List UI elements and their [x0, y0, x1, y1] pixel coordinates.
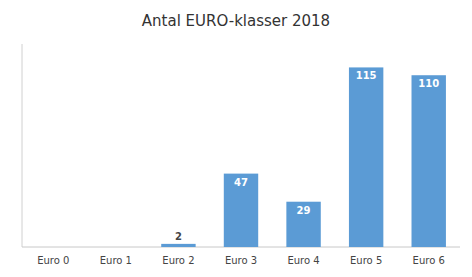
bar	[99, 247, 133, 248]
chart-container: Antal EURO-klasser 2018 2 47 29 115 110 Euro 0…	[0, 0, 472, 277]
x-tick-label: Euro 6	[413, 255, 445, 266]
chart-svg: Antal EURO-klasser 2018 2 47 29 115 110 Euro 0…	[0, 0, 472, 277]
bar	[349, 67, 383, 247]
bar	[412, 75, 446, 247]
data-label: 29	[297, 205, 311, 216]
x-tick-label: Euro 1	[100, 255, 132, 266]
bars	[161, 67, 446, 247]
bar	[286, 202, 320, 247]
x-tick-labels: Euro 0 Euro 1 Euro 2 Euro 3 Euro 4 Euro 5 Euro…	[37, 255, 445, 266]
x-tick-label: Euro 5	[350, 255, 382, 266]
data-label: 2	[175, 231, 182, 242]
bar	[36, 247, 70, 248]
x-tick-label: Euro 0	[37, 255, 69, 266]
y-axis-line	[22, 44, 23, 247]
x-tick-label: Euro 2	[162, 255, 194, 266]
bar	[161, 244, 195, 247]
data-label: 47	[234, 177, 248, 188]
data-labels: 2 47 29 115 110	[175, 70, 439, 241]
x-tick-label: Euro 3	[225, 255, 257, 266]
x-tick-label: Euro 4	[287, 255, 319, 266]
data-label: 115	[356, 70, 377, 81]
title: Antal EURO-klasser 2018	[142, 12, 330, 30]
data-label: 110	[418, 78, 439, 89]
bar	[224, 174, 258, 247]
